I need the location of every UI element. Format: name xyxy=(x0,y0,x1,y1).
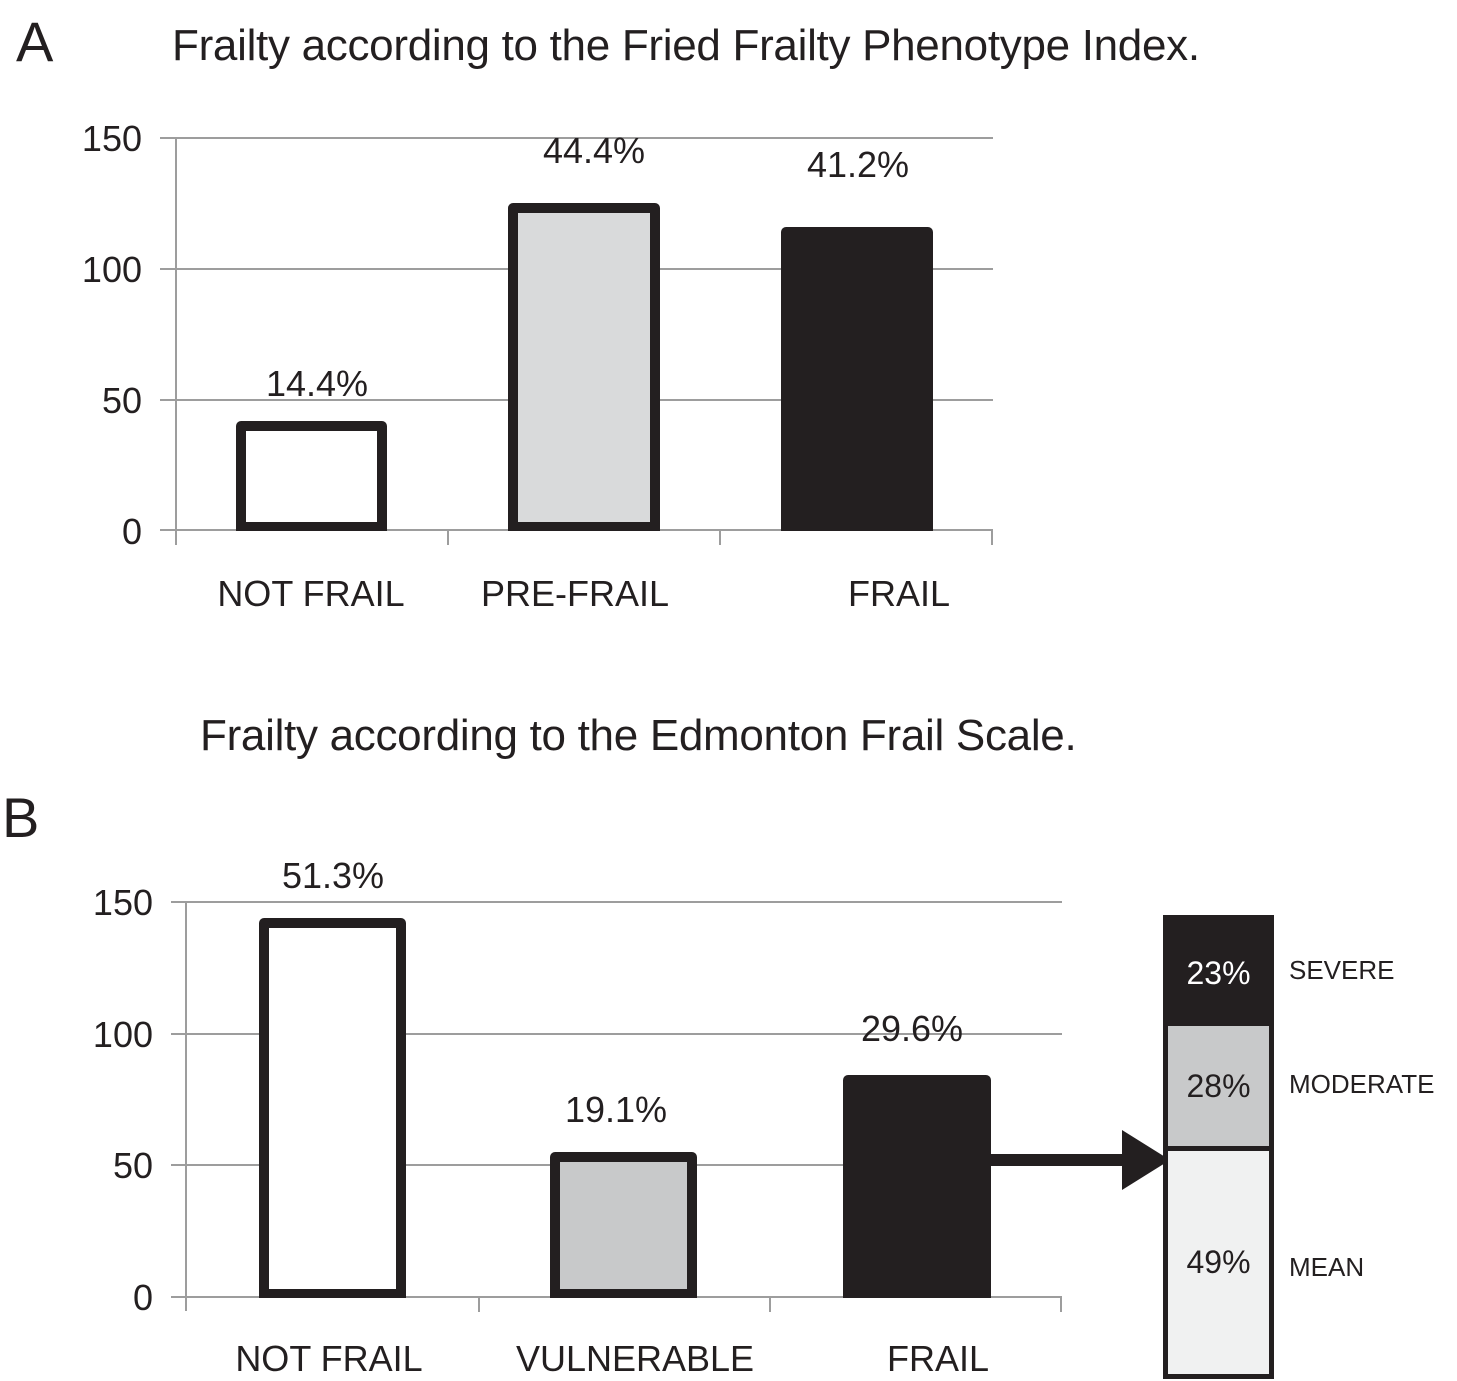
bar-vulnerable xyxy=(550,1152,697,1298)
x-label-frail: FRAIL xyxy=(847,573,951,614)
x-label-not-frail: NOT FRAIL xyxy=(235,1338,423,1379)
y-tick-100: 100 xyxy=(92,1014,153,1055)
y-tick-100: 100 xyxy=(81,249,142,290)
x-label-pre-frail: PRE-FRAIL xyxy=(480,573,670,614)
y-tick-0: 0 xyxy=(132,1277,153,1318)
y-tick-0: 0 xyxy=(121,511,142,552)
breakdown-label-mean: MEAN xyxy=(1289,1252,1365,1282)
y-axis-line xyxy=(175,137,177,545)
y-tick-50: 50 xyxy=(112,1145,153,1186)
x-label-vulnerable: VULNERABLE xyxy=(515,1338,755,1379)
x-tick xyxy=(447,531,449,545)
bar-frail xyxy=(781,227,933,531)
chart-b-title: Frailty according to the Edmonton Frail … xyxy=(200,711,1077,760)
arrow-head-icon xyxy=(1122,1130,1170,1190)
x-tick xyxy=(991,531,993,545)
x-tick xyxy=(769,1298,771,1312)
y-tick-150: 150 xyxy=(92,882,153,923)
gridline-150 xyxy=(171,901,1062,903)
x-label-frail: FRAIL xyxy=(886,1338,990,1379)
breakdown-label-severe: SEVERE xyxy=(1289,955,1395,985)
y-axis-line xyxy=(185,901,187,1311)
bar-not-frail xyxy=(236,421,387,531)
segment-moderate: 28% xyxy=(1168,1026,1269,1146)
x-label-not-frail: NOT FRAIL xyxy=(217,573,405,614)
bar-pre-frail xyxy=(508,203,660,531)
y-tick-50: 50 xyxy=(101,380,142,421)
bar-not-frail xyxy=(259,918,406,1298)
bar-frail xyxy=(843,1075,991,1298)
data-label-vulnerable: 19.1% xyxy=(564,1089,668,1130)
x-tick xyxy=(1060,1298,1062,1312)
breakdown-stack: 23% 28% 49% xyxy=(1163,915,1274,1379)
segment-divider xyxy=(1168,1146,1269,1151)
x-tick xyxy=(478,1298,480,1312)
gridline-150 xyxy=(160,137,993,139)
segment-mean: 49% xyxy=(1168,1151,1269,1374)
data-label-not-frail: 14.4% xyxy=(265,363,369,404)
breakdown-label-moderate: MODERATE xyxy=(1289,1069,1435,1099)
data-label-frail: 29.6% xyxy=(860,1008,964,1049)
gridline-100 xyxy=(171,1033,1062,1035)
data-label-frail: 41.2% xyxy=(806,144,910,185)
data-label-pre-frail: 44.4% xyxy=(542,130,646,171)
y-tick-150: 150 xyxy=(81,118,142,159)
chart-a-title: Frailty according to the Fried Frailty P… xyxy=(172,21,1200,70)
x-tick xyxy=(719,531,721,545)
panel-letter-a: A xyxy=(16,10,54,73)
panel-letter-b: B xyxy=(2,786,40,849)
data-label-not-frail: 51.3% xyxy=(281,855,385,896)
segment-severe: 23% xyxy=(1168,920,1269,1026)
arrow-shaft xyxy=(991,1154,1127,1166)
